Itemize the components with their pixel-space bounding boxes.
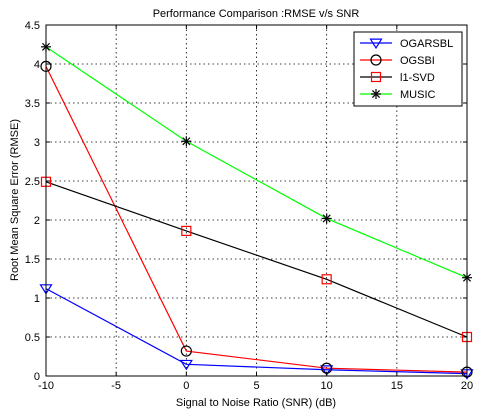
series-lines	[45, 46, 468, 375]
x-tick-label: 15	[391, 380, 403, 392]
chart-title: Performance Comparison :RMSE v/s SNR	[153, 8, 360, 20]
legend-label-l1-svd: l1-SVD	[400, 72, 435, 84]
legend-label-ogarsbl: OGARSBL	[400, 38, 453, 50]
legend: OGARSBL OGSBI l1-SVD MUSIC	[353, 31, 463, 107]
legend-marker-music-stroke	[371, 89, 381, 99]
x-tick-label: 20	[461, 380, 473, 392]
y-tick-label: 0.5	[25, 332, 40, 344]
x-tick-label: 0	[183, 380, 189, 392]
legend-marker-ogsbi	[370, 54, 382, 66]
y-axis-label: Root Mean Square Error (RMSE)	[9, 119, 21, 281]
y-tick-label: 1	[34, 293, 40, 305]
axis-ticks: -10 -5 0 5 10 15 20 0 0.5 1 1.5 2 2.5 3 3.5 4 4.5	[25, 20, 473, 392]
legend-marker-music	[371, 89, 381, 99]
data-point-music-stroke	[322, 214, 331, 223]
x-tick-label: 10	[321, 380, 333, 392]
series-line-ogsbi	[45, 66, 468, 373]
series-line-music	[45, 46, 468, 279]
y-tick-label: 0	[34, 371, 40, 383]
data-point-music	[321, 213, 332, 224]
y-tick-label: 4.5	[25, 20, 40, 32]
data-point-l1-svd	[321, 274, 332, 285]
data-point-music-stroke	[182, 137, 191, 146]
y-tick-label: 1.5	[25, 254, 40, 266]
legend-label-music: MUSIC	[400, 89, 436, 101]
x-axis-label: Signal to Noise Ratio (SNR) (dB)	[176, 397, 336, 409]
data-point-ogarsbl	[320, 365, 334, 376]
series-line-l1-svd	[45, 181, 468, 338]
y-tick-label: 3.5	[25, 98, 40, 110]
legend-marker-l1-svd	[370, 71, 382, 83]
y-tick-label: 2	[34, 215, 40, 227]
y-tick-label: 3	[34, 137, 40, 149]
legend-marker-ogarsbl	[369, 38, 383, 50]
data-point-ogsbi	[180, 345, 192, 357]
x-tick-label: -5	[111, 380, 121, 392]
x-tick-label: 5	[253, 380, 259, 392]
series-line-ogarsbl	[45, 288, 468, 375]
data-point-ogarsbl	[179, 359, 193, 371]
data-point-music	[181, 136, 192, 147]
data-point-l1-svd	[181, 225, 192, 237]
legend-label-ogsbi: OGSBI	[400, 55, 435, 67]
y-tick-label: 4	[34, 59, 40, 71]
y-tick-label: 2.5	[25, 176, 40, 188]
x-tick-label: -10	[38, 380, 54, 392]
